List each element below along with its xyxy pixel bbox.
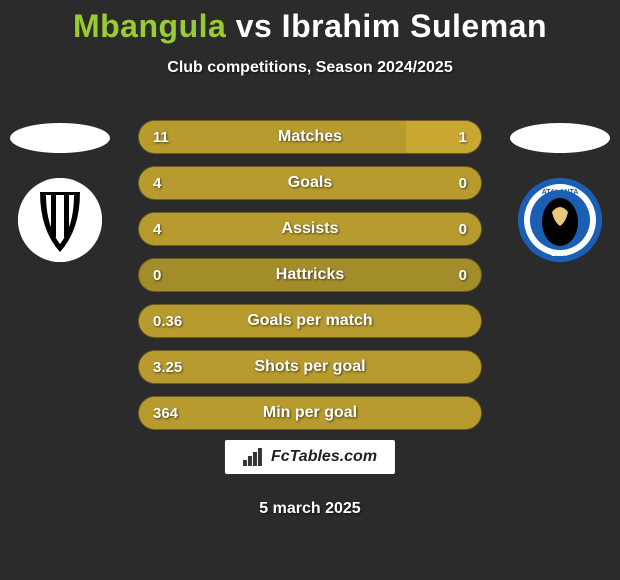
bar-fill-right <box>406 121 481 153</box>
stat-rows: 11 Matches 1 4 Goals 0 4 Assists 0 0 Hattricks 0 0.3… <box>138 120 482 442</box>
value-right: 0 <box>459 267 467 284</box>
stat-row: 4 Goals 0 <box>138 166 482 200</box>
value-left: 0 <box>153 267 161 284</box>
value-left: 0.36 <box>153 313 182 330</box>
atalanta-icon: ATALANTA 1907 <box>518 178 602 262</box>
brand-icon <box>243 448 265 466</box>
metric-label: Goals <box>288 174 332 192</box>
metric-label: Goals per match <box>247 312 372 330</box>
stat-row: 4 Assists 0 <box>138 212 482 246</box>
stat-row: 11 Matches 1 <box>138 120 482 154</box>
brand-text: FcTables.com <box>271 448 377 466</box>
value-right: 0 <box>459 221 467 238</box>
brand-badge: FcTables.com <box>225 440 395 474</box>
metric-label: Assists <box>282 220 339 238</box>
team-badge-right: ATALANTA 1907 <box>518 178 602 262</box>
svg-text:ATALANTA: ATALANTA <box>542 189 579 196</box>
value-left: 3.25 <box>153 359 182 376</box>
value-left: 4 <box>153 175 161 192</box>
player1-name: Mbangula <box>73 8 226 44</box>
stat-row: 0.36 Goals per match <box>138 304 482 338</box>
subtitle: Club competitions, Season 2024/2025 <box>0 59 620 77</box>
decoration-ellipse-left <box>10 123 110 153</box>
footer-date: 5 march 2025 <box>259 500 360 518</box>
page-title: Mbangula vs Ibrahim Suleman <box>0 0 620 45</box>
bar-fill-left <box>139 121 406 153</box>
metric-label: Matches <box>278 128 342 146</box>
team-badge-left <box>18 178 102 262</box>
metric-label: Hattricks <box>276 266 344 284</box>
metric-label: Min per goal <box>263 404 357 422</box>
stat-row: 364 Min per goal <box>138 396 482 430</box>
stat-row: 3.25 Shots per goal <box>138 350 482 384</box>
decoration-ellipse-right <box>510 123 610 153</box>
svg-text:1907: 1907 <box>551 249 569 258</box>
metric-label: Shots per goal <box>254 358 365 376</box>
player2-name: Ibrahim Suleman <box>282 8 547 44</box>
value-right: 0 <box>459 175 467 192</box>
value-right: 1 <box>459 129 467 146</box>
value-left: 4 <box>153 221 161 238</box>
stat-row: 0 Hattricks 0 <box>138 258 482 292</box>
value-left: 11 <box>153 129 169 146</box>
title-vs: vs <box>226 8 281 44</box>
juventus-icon <box>18 178 102 262</box>
value-left: 364 <box>153 405 178 422</box>
